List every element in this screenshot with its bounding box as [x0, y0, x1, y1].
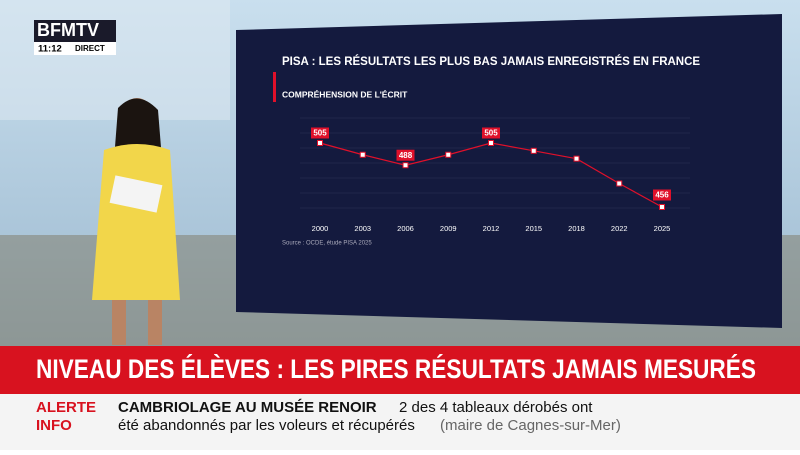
point	[317, 139, 323, 146]
point	[530, 147, 537, 154]
chart-source: Source : OCDE, étude PISA 2025	[282, 241, 372, 247]
plot: 2000 2003 2006 2009 2012 2015 2018 2022 2025 505 4…	[300, 117, 690, 233]
x-tick-label: 2006	[397, 224, 414, 233]
alert-label: INFO	[36, 417, 72, 434]
x-tick-label: 2012	[483, 224, 500, 233]
time: 11:12	[38, 44, 62, 55]
chart-subtitle: COMPRÉHENSION DE L'ÉCRIT	[282, 89, 408, 99]
x-tick-label: 2018	[568, 224, 585, 233]
point	[359, 151, 366, 158]
ticker-source: (maire de Cagnes-sur-Mer)	[440, 417, 621, 434]
presenter	[92, 98, 180, 345]
ticker-text: 2 des 4 tableaux dérobés ont	[399, 399, 593, 416]
chart-title: PISA : LES RÉSULTATS LES PLUS BAS JAMAIS…	[282, 55, 700, 68]
value-label: 456	[655, 191, 669, 200]
logo: BFMTV	[37, 20, 99, 40]
value-label-box	[653, 189, 671, 201]
x-tick-label: 2003	[354, 224, 371, 233]
x-tick-label: 2015	[525, 224, 542, 233]
point	[659, 204, 665, 210]
value-label-box	[311, 127, 329, 139]
value-label-box	[482, 127, 500, 139]
ticker-bar	[0, 394, 800, 450]
x-tick-label: 2009	[440, 224, 457, 233]
ticker-text: été abandonnés par les voleurs et récupé…	[118, 417, 415, 434]
chart-panel	[236, 14, 782, 328]
value-label: 488	[399, 151, 413, 160]
title-accent	[273, 72, 276, 102]
value-label: 505	[484, 129, 498, 138]
headline-bar	[0, 346, 800, 394]
x-tick-label: 2025	[654, 224, 671, 233]
x-tick-label: 2000	[312, 224, 329, 233]
point	[488, 139, 494, 146]
x-tick-label: 2022	[611, 224, 628, 233]
live: DIRECT	[75, 44, 105, 53]
point	[616, 180, 623, 187]
headline: NIVEAU DES ÉLÈVES : LES PIRES RÉSULTATS …	[36, 353, 756, 384]
ticker-title: CAMBRIOLAGE AU MUSÉE RENOIR	[118, 399, 377, 416]
logo-box	[34, 20, 116, 42]
studio-light	[0, 0, 230, 120]
value-label-box	[396, 149, 415, 161]
point	[445, 151, 452, 158]
value-label: 505	[313, 129, 327, 138]
time-box	[34, 42, 116, 55]
alert-label: ALERTE	[36, 399, 96, 416]
point	[573, 155, 580, 162]
point	[402, 162, 409, 169]
